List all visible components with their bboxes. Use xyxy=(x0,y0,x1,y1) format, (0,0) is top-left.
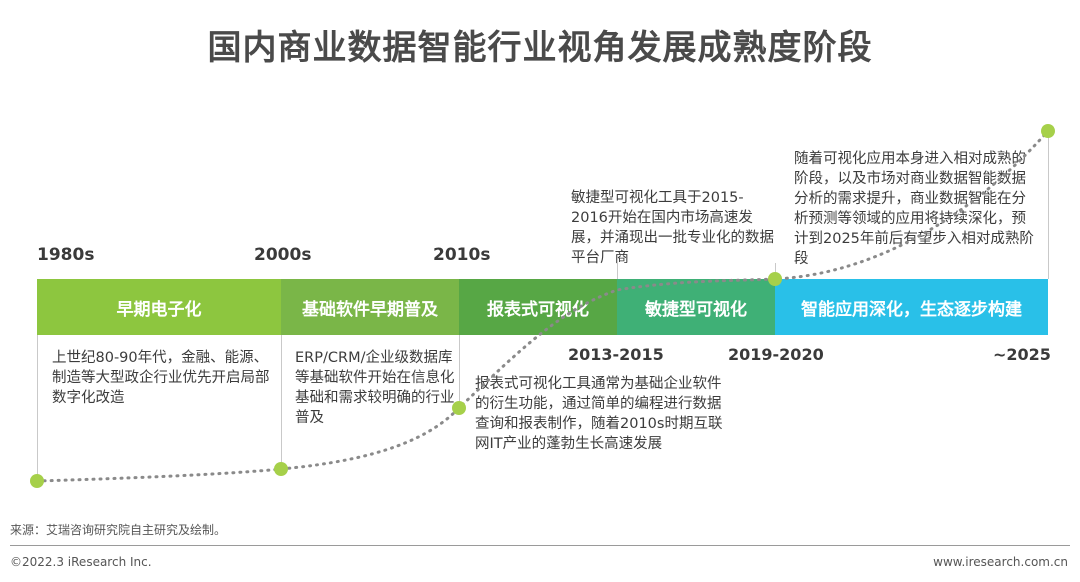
stage-report-visualization: 报表式可视化 xyxy=(459,279,617,335)
year-label-1980s: 1980s xyxy=(37,245,95,265)
source-note: 来源：艾瑞咨询研究院自主研究及绘制。 xyxy=(10,523,227,537)
milestone-dot xyxy=(768,272,782,286)
stage-early-digitization: 早期电子化 xyxy=(37,279,281,335)
guide-line xyxy=(281,335,282,469)
milestone-dot xyxy=(452,401,466,415)
range-label-2025: ~2025 xyxy=(993,345,1051,364)
guide-line xyxy=(459,335,460,408)
page-title: 国内商业数据智能行业视角发展成熟度阶段 xyxy=(207,28,873,68)
footer-divider xyxy=(10,545,1070,546)
guide-line xyxy=(1048,131,1049,279)
copyright-text: ©2022.3 iResearch Inc. xyxy=(10,555,152,569)
growth-curve-line xyxy=(35,129,1050,483)
website-link[interactable]: www.iresearch.com.cn xyxy=(933,555,1068,569)
description-report-visualization: 报表式可视化工具通常为基础企业软件的衍生功能，通过简单的编程进行数据查询和报表制… xyxy=(475,376,723,452)
year-label-2000s: 2000s xyxy=(254,245,312,265)
description-early-digitization: 上世纪80-90年代，金融、能源、制造等大型政企行业优先开启局部数字化改造 xyxy=(52,350,270,406)
stage-intelligent-application: 智能应用深化，生态逐步构建 xyxy=(775,279,1048,335)
guide-line xyxy=(617,263,618,279)
range-label-2013-2015: 2013-2015 xyxy=(568,345,664,364)
stage-basic-software: 基础软件早期普及 xyxy=(281,279,459,335)
milestone-dot xyxy=(1041,124,1055,138)
year-label-2010s: 2010s xyxy=(433,245,491,265)
description-basic-software: ERP/CRM/企业级数据库等基础软件开始在信息化基础和需求较明确的行业普及 xyxy=(295,350,455,426)
description-agile-visualization: 敏捷型可视化工具于2015-2016开始在国内市场高速发展，并涌现出一批专业化的… xyxy=(571,190,774,266)
stage-agile-visualization: 敏捷型可视化 xyxy=(617,279,775,335)
guide-line xyxy=(775,263,776,279)
range-label-2019-2020: 2019-2020 xyxy=(728,345,824,364)
milestone-dot xyxy=(274,462,288,476)
milestone-dot xyxy=(30,474,44,488)
guide-line xyxy=(37,335,38,481)
